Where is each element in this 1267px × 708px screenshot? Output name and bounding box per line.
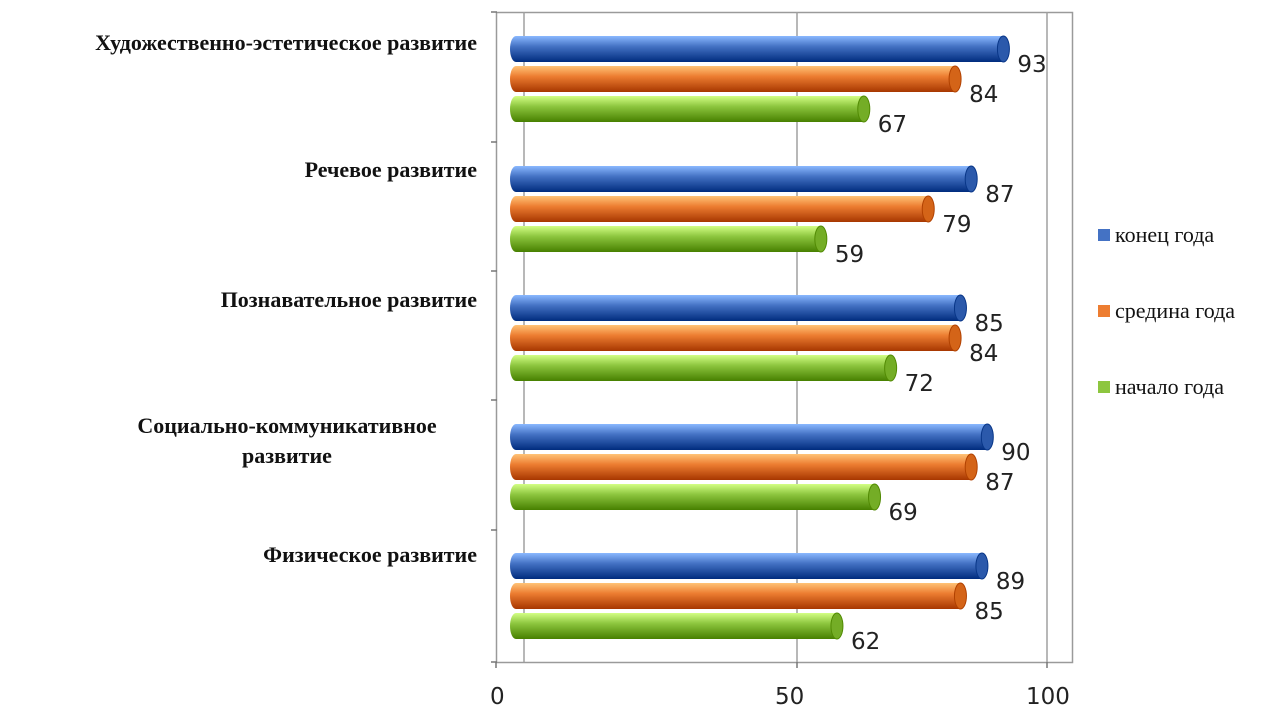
bar [510, 453, 978, 481]
bar-end-cap [948, 65, 962, 93]
bar-body [510, 454, 978, 480]
bar [510, 612, 844, 640]
category-label: Физическое развитие [263, 542, 477, 567]
legend-swatch-end-of-year [1098, 229, 1110, 241]
bar-end-cap [980, 423, 994, 451]
data-label: 72 [905, 371, 934, 397]
legend-swatch-start-of-year [1098, 381, 1110, 393]
data-label: 84 [969, 82, 998, 108]
legend-label-start-of-year: начало года [1115, 374, 1224, 399]
bar-body [510, 196, 935, 222]
legend-swatch-mid-year [1098, 305, 1110, 317]
data-label: 59 [835, 242, 864, 268]
bar-body [510, 36, 1010, 62]
bar-body [510, 484, 881, 510]
legend-item-end-of-year: конец года [1098, 220, 1235, 250]
bar-end-cap [948, 324, 962, 352]
bar [510, 354, 898, 382]
bar-end-cap [814, 225, 828, 253]
bar-body [510, 553, 988, 579]
bar-body [510, 424, 994, 450]
legend-item-start-of-year: начало года [1098, 372, 1235, 402]
x-tick-label: 50 [775, 684, 804, 708]
bar-body [510, 355, 897, 381]
bar-end-cap [830, 612, 844, 640]
bar-end-cap [953, 294, 967, 322]
legend-label-end-of-year: конец года [1115, 222, 1215, 247]
data-label: 79 [942, 212, 971, 238]
bar-end-cap [996, 35, 1010, 63]
bar-body [510, 613, 843, 639]
category-label: Социально-коммуникативное развитие [137, 413, 437, 468]
legend-label-mid-year: средина года [1115, 298, 1236, 323]
data-label: 85 [974, 599, 1003, 625]
bar-end-cap [953, 582, 967, 610]
category-label: Познавательное развитие [220, 287, 477, 312]
data-label: 67 [878, 112, 907, 138]
data-label: 84 [969, 341, 998, 367]
data-label: 62 [851, 629, 880, 655]
bar-body [510, 66, 962, 92]
plot-frame [495, 11, 1074, 664]
data-label: 89 [996, 569, 1025, 595]
data-label: 69 [889, 500, 918, 526]
bar-body [510, 583, 967, 609]
category-label: Художественно-эстетическое развитие [95, 30, 477, 55]
legend: конец года средина года начало года [1098, 220, 1235, 448]
bar-body [510, 295, 967, 321]
bar [510, 423, 994, 451]
bar [510, 225, 828, 253]
bar [510, 483, 882, 511]
data-label: 90 [1001, 440, 1030, 466]
bar-end-cap [975, 552, 989, 580]
data-label: 93 [1017, 52, 1046, 78]
bar-body [510, 166, 978, 192]
bar [510, 582, 967, 610]
data-label: 87 [985, 470, 1014, 496]
bar [510, 324, 962, 352]
x-tick-label: 100 [1026, 684, 1070, 708]
x-tick-label: 0 [490, 684, 505, 708]
bar-end-cap [921, 195, 935, 223]
bar [510, 294, 967, 322]
category-label: Речевое развитие [304, 157, 477, 182]
bar-end-cap [884, 354, 898, 382]
bar [510, 95, 871, 123]
legend-item-mid-year: средина года [1098, 296, 1235, 326]
data-label: 85 [974, 311, 1003, 337]
bar-end-cap [964, 453, 978, 481]
bar-body [510, 226, 827, 252]
bar [510, 195, 935, 223]
bar [510, 65, 962, 93]
bar-end-cap [857, 95, 871, 123]
data-label: 87 [985, 182, 1014, 208]
bar-end-cap [964, 165, 978, 193]
bar-body [510, 325, 962, 351]
bar-body [510, 96, 870, 122]
bar [510, 552, 989, 580]
bar-end-cap [868, 483, 882, 511]
bar [510, 35, 1010, 63]
bar [510, 165, 978, 193]
